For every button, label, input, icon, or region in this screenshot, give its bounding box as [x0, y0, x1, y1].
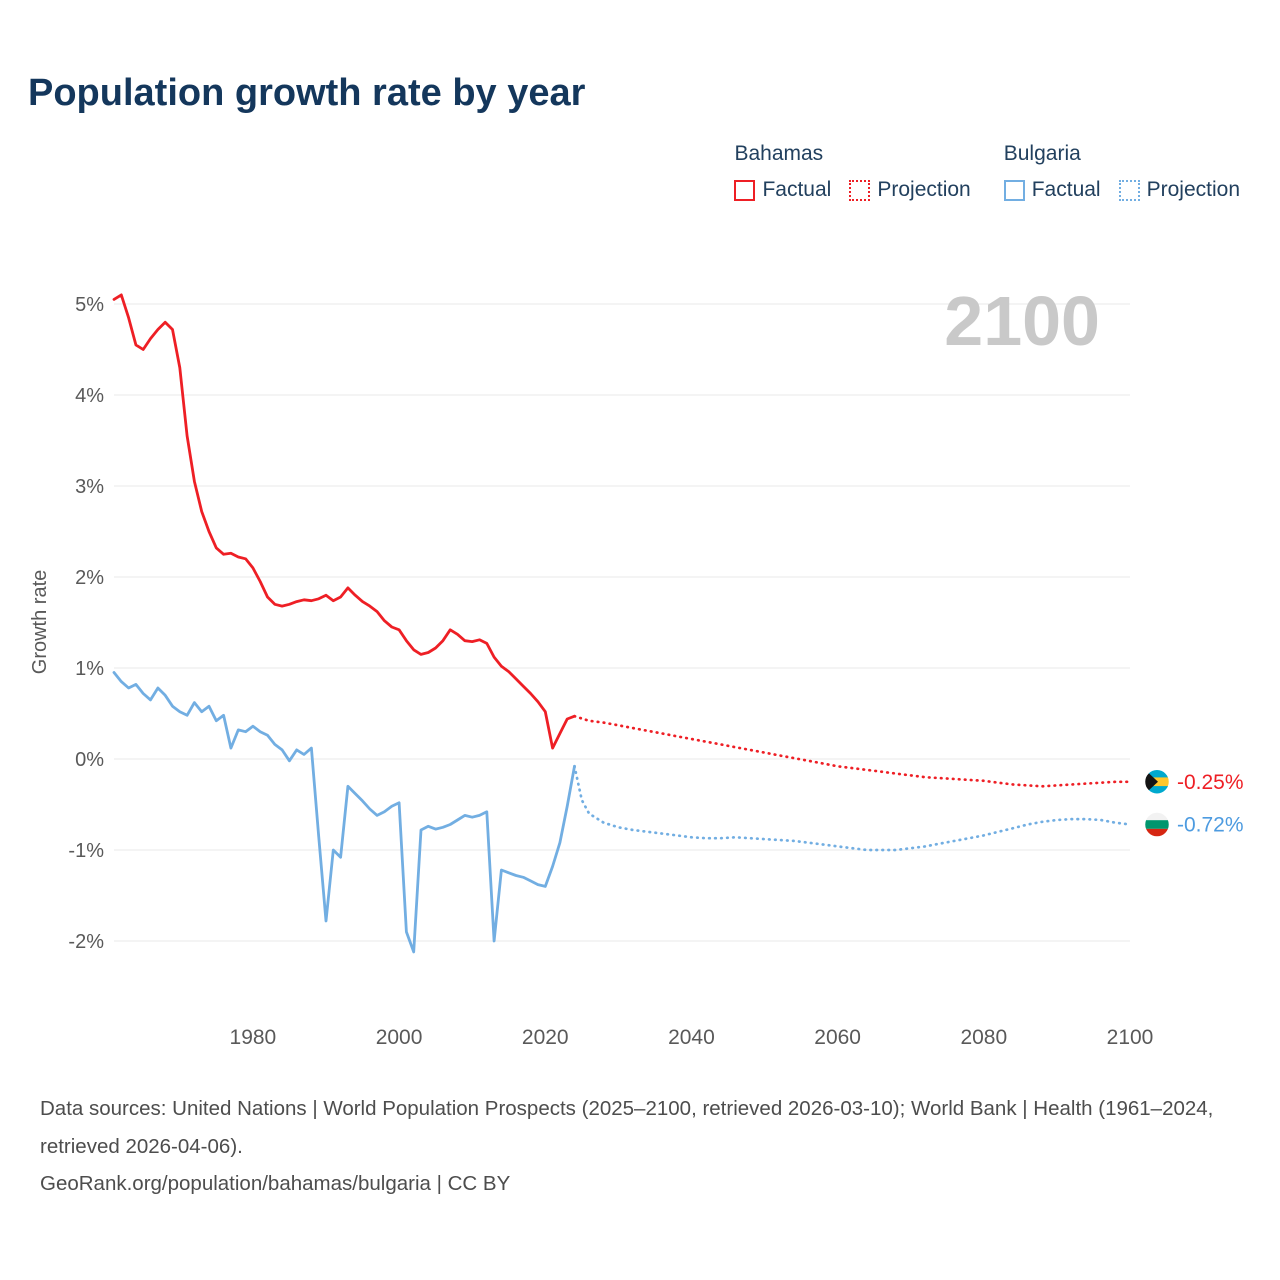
- series-bahamas-projection: [573, 714, 1132, 788]
- end-value-bahamas: -0.25%: [1177, 771, 1244, 794]
- legend-label: Projection: [1146, 178, 1240, 201]
- legend-label: Factual: [1031, 178, 1101, 201]
- y-tick-label: -2%: [68, 931, 104, 953]
- legend-item-bahamas-factual[interactable]: Factual: [734, 178, 831, 202]
- x-tick-label: 2060: [814, 1026, 861, 1049]
- georank-link[interactable]: GeoRank.org/population/bahamas/bulgaria …: [40, 1172, 511, 1196]
- y-tick-label: 2%: [75, 567, 104, 589]
- y-tick-label: 1%: [75, 658, 104, 680]
- legend-label: Factual: [762, 178, 832, 201]
- end-value-bulgaria: -0.72%: [1177, 814, 1244, 837]
- legend-row-bahamas: Factual Projection: [734, 178, 971, 202]
- y-tick-label: 3%: [75, 476, 104, 498]
- x-tick-label: 2040: [668, 1026, 715, 1049]
- y-tick-label: 4%: [75, 385, 104, 407]
- legend-group-bulgaria: Bulgaria Factual Projection: [1003, 142, 1240, 202]
- series-bulgaria-projection: [573, 764, 1132, 852]
- y-tick-label: -1%: [68, 840, 104, 862]
- x-tick-label: 2080: [960, 1026, 1007, 1049]
- flag-bulgaria-icon: [1144, 811, 1170, 838]
- legend-country-bulgaria: Bulgaria: [1003, 142, 1081, 165]
- legend-item-bahamas-projection[interactable]: Projection: [849, 178, 971, 202]
- legend-item-bulgaria-projection[interactable]: Projection: [1118, 178, 1240, 202]
- bahamas-factual-swatch-icon: [734, 179, 756, 201]
- x-tick-label: 2000: [376, 1026, 423, 1049]
- x-tick-label: 2100: [1107, 1026, 1154, 1049]
- legend-label: Projection: [877, 178, 971, 201]
- chart-footer: Data sources: United Nations | World Pop…: [40, 1090, 1230, 1203]
- x-tick-label: 1980: [230, 1026, 277, 1049]
- chart-legend: Bahamas Factual Projection Bulgaria Fact…: [734, 142, 1240, 202]
- page-title: Population growth rate by year: [28, 72, 586, 114]
- x-tick-label: 2020: [522, 1026, 569, 1049]
- data-sources-text: Data sources: United Nations | World Pop…: [40, 1097, 1214, 1158]
- series-bulgaria-factual: [112, 671, 576, 954]
- legend-row-bulgaria: Factual Projection: [1003, 178, 1240, 202]
- watermark-year: 2100: [944, 282, 1100, 360]
- bahamas-projection-swatch-icon: [849, 179, 871, 201]
- y-tick-label: 0%: [75, 749, 104, 771]
- legend-item-bulgaria-factual[interactable]: Factual: [1003, 178, 1101, 202]
- bulgaria-projection-swatch-icon: [1118, 179, 1140, 201]
- legend-country-bahamas: Bahamas: [734, 142, 824, 165]
- legend-group-bahamas: Bahamas Factual Projection: [734, 142, 971, 202]
- bulgaria-factual-swatch-icon: [1003, 179, 1025, 201]
- series-bahamas-factual: [112, 293, 576, 750]
- y-axis-title: Growth rate: [29, 570, 51, 674]
- y-tick-label: 5%: [75, 294, 104, 316]
